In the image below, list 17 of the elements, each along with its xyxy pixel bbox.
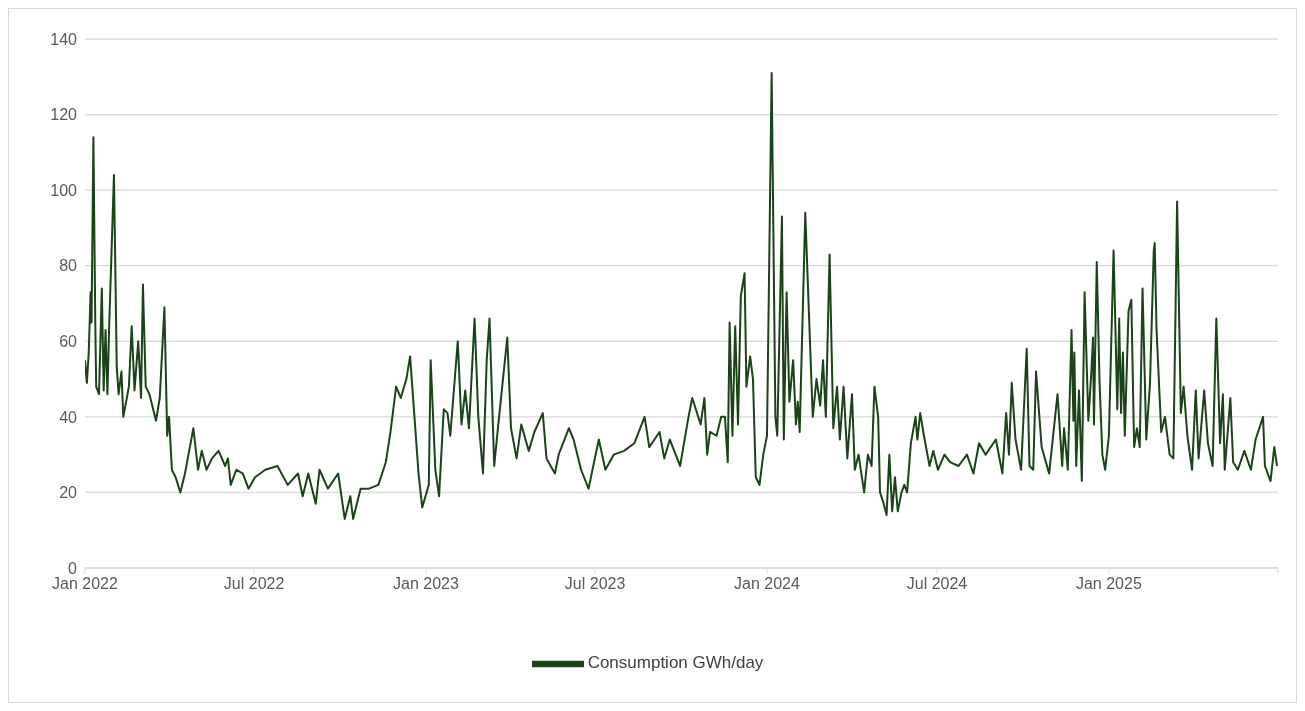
y-tick-label: 100 <box>50 181 78 199</box>
y-tick-label: 60 <box>59 332 78 350</box>
x-tick-label: Jul 2022 <box>223 575 285 593</box>
x-tick-label: Jan 2024 <box>734 575 800 593</box>
y-tick-label: 40 <box>59 408 78 426</box>
y-tick-label: 0 <box>68 559 78 577</box>
y-tick-label: 80 <box>59 257 78 275</box>
x-tick-label: Jul 2023 <box>564 575 626 593</box>
y-tick-label: 140 <box>50 30 78 48</box>
x-tick-label: Jan 2022 <box>52 575 119 593</box>
x-tick-label: Jan 2023 <box>393 575 460 593</box>
y-tick-label: 20 <box>59 484 78 502</box>
line-series <box>85 72 1278 520</box>
x-tick-label: Jan 2025 <box>1075 575 1142 593</box>
legend-label: Consumption GWh/day <box>587 653 764 673</box>
y-tick-label: 120 <box>50 106 78 124</box>
x-tick-label: Jul 2024 <box>906 575 968 593</box>
